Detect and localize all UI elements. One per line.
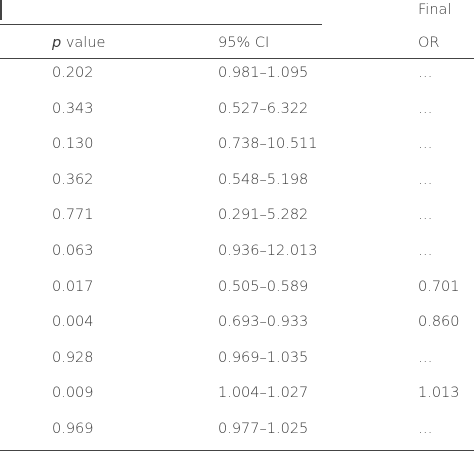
- table-cell: 0.202: [52, 65, 94, 81]
- table-cell: 1.004–1.027: [218, 385, 309, 402]
- table-cell: 0.009: [52, 385, 94, 402]
- table-cell: …: [418, 243, 433, 259]
- table-cell: 0.693–0.933: [218, 314, 309, 331]
- table-cell: 0.969: [52, 421, 94, 437]
- table-cell: 0.771: [52, 207, 94, 224]
- column-header: 95% CI: [218, 35, 270, 51]
- table-cell: …: [418, 421, 433, 437]
- table-cell: 0.548–5.198: [218, 171, 309, 188]
- table-cell: 0.860: [418, 314, 460, 331]
- table-cell: 0.063: [52, 243, 94, 259]
- table-cell: …: [418, 65, 433, 81]
- table-cell: …: [418, 171, 433, 188]
- bottom-rule: [0, 450, 474, 451]
- table-cell: 0.017: [52, 278, 94, 295]
- border: [0, 0, 2, 20]
- italic-symbol: p: [52, 35, 62, 51]
- table-cell: 0.738–10.511: [218, 136, 318, 153]
- table-cell: 0.969–1.035: [218, 349, 309, 366]
- table-cell: 0.701: [418, 278, 460, 295]
- table-cell: 0.343: [52, 100, 94, 117]
- table-cell: …: [418, 100, 433, 117]
- table-cell: 0.362: [52, 171, 94, 188]
- column-header: p value: [52, 34, 105, 52]
- table-cell: 0.928: [52, 349, 94, 366]
- group-header: Final: [418, 2, 452, 18]
- table-cell: 0.130: [52, 136, 94, 153]
- table-cell: 1.013: [418, 385, 460, 402]
- table-cell: …: [418, 349, 433, 366]
- table-cell: 0.981–1.095: [218, 65, 309, 81]
- table-cell: 0.936–12.013: [218, 243, 318, 259]
- table-cell: 0.291–5.282: [218, 207, 309, 224]
- table-cell: 0.527–6.322: [218, 100, 309, 117]
- header-rule: [0, 58, 474, 59]
- table-cell: 0.977–1.025: [218, 421, 309, 437]
- header-text: value: [65, 35, 106, 51]
- table-cell: …: [418, 136, 433, 153]
- table-cell: …: [418, 207, 433, 224]
- table-cell: 0.505–0.589: [218, 278, 309, 295]
- column-header: OR: [418, 35, 440, 51]
- table-cell: 0.004: [52, 314, 94, 331]
- group-rule: [0, 24, 322, 25]
